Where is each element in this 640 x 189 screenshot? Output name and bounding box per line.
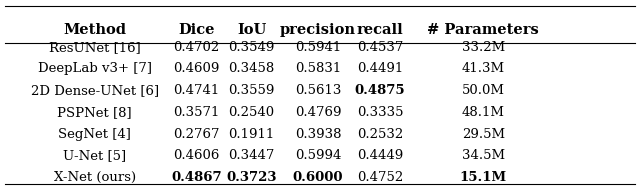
Text: 0.4875: 0.4875 <box>355 84 406 97</box>
Text: 0.1911: 0.1911 <box>228 128 275 141</box>
Text: 0.5613: 0.5613 <box>295 84 341 97</box>
Text: Dice: Dice <box>178 23 215 37</box>
Text: 0.3335: 0.3335 <box>357 106 403 119</box>
Text: 0.2540: 0.2540 <box>228 106 275 119</box>
Text: 0.4537: 0.4537 <box>357 41 403 54</box>
Text: PSPNet [8]: PSPNet [8] <box>58 106 132 119</box>
Text: 0.4609: 0.4609 <box>173 63 220 75</box>
Text: Method: Method <box>63 23 126 37</box>
Text: 0.6000: 0.6000 <box>293 171 343 184</box>
Text: 0.4449: 0.4449 <box>357 149 403 162</box>
Text: 0.5831: 0.5831 <box>295 63 341 75</box>
Text: # Parameters: # Parameters <box>428 23 539 37</box>
Text: 0.2767: 0.2767 <box>173 128 220 141</box>
Text: 41.3M: 41.3M <box>461 63 505 75</box>
Text: 0.3938: 0.3938 <box>295 128 341 141</box>
Text: 0.4741: 0.4741 <box>173 84 220 97</box>
Text: 48.1M: 48.1M <box>461 106 505 119</box>
Text: DeepLab v3+ [7]: DeepLab v3+ [7] <box>38 63 152 75</box>
Text: 2D Dense-UNet [6]: 2D Dense-UNet [6] <box>31 84 159 97</box>
Text: 50.0M: 50.0M <box>461 84 505 97</box>
Text: 0.4702: 0.4702 <box>173 41 220 54</box>
Text: 0.5941: 0.5941 <box>295 41 341 54</box>
Text: SegNet [4]: SegNet [4] <box>58 128 131 141</box>
Text: 0.3447: 0.3447 <box>228 149 275 162</box>
Text: IoU: IoU <box>237 23 266 37</box>
Text: U-Net [5]: U-Net [5] <box>63 149 126 162</box>
Text: 0.4867: 0.4867 <box>171 171 222 184</box>
Text: 29.5M: 29.5M <box>461 128 505 141</box>
Text: 0.3723: 0.3723 <box>227 171 276 184</box>
Text: X-Net (ours): X-Net (ours) <box>54 171 136 184</box>
Text: 0.4606: 0.4606 <box>173 149 220 162</box>
Text: 0.3458: 0.3458 <box>228 63 275 75</box>
Text: 0.4491: 0.4491 <box>357 63 403 75</box>
Text: 0.3549: 0.3549 <box>228 41 275 54</box>
Text: ResUNet [16]: ResUNet [16] <box>49 41 141 54</box>
Text: precision: precision <box>280 23 356 37</box>
Text: 0.3571: 0.3571 <box>173 106 220 119</box>
Text: 15.1M: 15.1M <box>460 171 507 184</box>
Text: 0.4769: 0.4769 <box>295 106 341 119</box>
Text: 33.2M: 33.2M <box>461 41 505 54</box>
Text: 0.2532: 0.2532 <box>357 128 403 141</box>
Text: recall: recall <box>356 23 404 37</box>
Text: 34.5M: 34.5M <box>461 149 505 162</box>
Text: 0.4752: 0.4752 <box>357 171 403 184</box>
Text: 0.5994: 0.5994 <box>295 149 341 162</box>
Text: 0.3559: 0.3559 <box>228 84 275 97</box>
